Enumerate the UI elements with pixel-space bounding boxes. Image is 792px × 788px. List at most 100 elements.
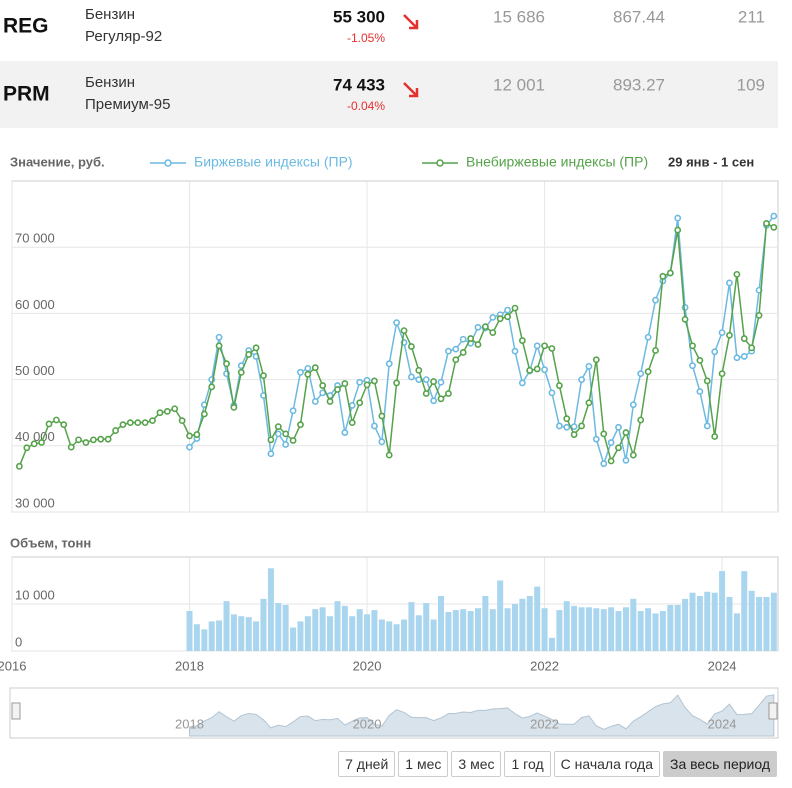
bar [378, 619, 385, 651]
bar [245, 617, 252, 651]
data-point [533, 342, 541, 350]
data-point [297, 368, 304, 376]
stat: 211 [738, 7, 765, 26]
y-tick-label: 30 000 [15, 495, 55, 510]
data-point [533, 365, 541, 373]
data-point [371, 377, 378, 385]
data-point [563, 423, 571, 431]
bar [460, 609, 467, 651]
bar [659, 611, 666, 651]
data-point [282, 430, 290, 438]
data-point [52, 416, 60, 424]
data-point [178, 417, 186, 425]
data-point [718, 370, 726, 378]
chart-title: Объем, тонн [10, 535, 91, 550]
data-point [748, 344, 756, 352]
data-point [215, 333, 223, 341]
range-button[interactable]: 1 год [504, 751, 551, 777]
data-point [740, 335, 748, 342]
data-point [511, 304, 519, 312]
bar [756, 596, 763, 651]
data-point [97, 435, 105, 443]
data-point [459, 349, 467, 356]
ticker: PRM [3, 83, 50, 106]
data-point [437, 378, 445, 386]
data-point [89, 436, 97, 444]
x-tick-label: 2018 [175, 658, 204, 673]
bar [682, 598, 689, 651]
data-point [400, 327, 408, 335]
data-point [703, 422, 711, 430]
bar [467, 611, 474, 651]
bar [504, 608, 511, 651]
bar [541, 608, 548, 651]
data-point [415, 366, 423, 374]
bar [474, 608, 481, 651]
range-button[interactable]: 7 дней [338, 751, 396, 777]
data-point [622, 429, 630, 436]
bar [356, 609, 363, 651]
data-point [141, 419, 149, 427]
bar [312, 609, 319, 651]
data-point [615, 444, 622, 452]
bar [526, 596, 533, 651]
data-point [260, 372, 267, 380]
data-point [319, 382, 327, 389]
data-point [38, 439, 45, 446]
data-point [267, 450, 275, 458]
data-point [607, 457, 615, 465]
data-point [578, 376, 585, 383]
range-button[interactable]: С начала года [553, 751, 660, 777]
data-point [607, 439, 615, 446]
data-point [740, 353, 748, 360]
data-point [393, 319, 400, 327]
data-point [289, 407, 297, 415]
plot-frame [11, 180, 779, 513]
data-point [245, 351, 253, 358]
bar [223, 601, 230, 651]
bar [304, 616, 311, 651]
bar [364, 614, 371, 651]
data-point [282, 441, 290, 448]
range-button[interactable]: 1 мес [398, 751, 449, 777]
series-line [18, 222, 775, 467]
range-button[interactable]: 3 мес [451, 751, 502, 777]
data-point [223, 360, 230, 368]
data-point [674, 226, 682, 234]
bar [622, 607, 629, 651]
navigator-handle [768, 702, 778, 720]
data-point [489, 329, 497, 336]
bar [548, 637, 555, 651]
data-point [585, 399, 593, 407]
data-point [304, 370, 312, 378]
bar [630, 598, 637, 651]
data-point [297, 421, 304, 429]
bar [578, 607, 585, 651]
data-point [437, 395, 445, 403]
bar [711, 592, 718, 651]
stat: 893.27 [613, 75, 665, 94]
data-point [422, 390, 430, 397]
bar [415, 615, 422, 651]
down-arrow [403, 82, 419, 98]
data-point [592, 356, 600, 364]
price: 55 300 [333, 7, 385, 26]
bar [696, 596, 703, 651]
bar [689, 592, 696, 651]
data-point [230, 404, 238, 411]
data-point [45, 420, 53, 428]
legend-label: Внебиржевые индексы (ПР) [466, 154, 648, 170]
bar [253, 621, 260, 651]
data-point [23, 444, 31, 452]
bar [445, 611, 452, 651]
price: 74 433 [333, 75, 385, 94]
bar [497, 580, 504, 651]
range-button[interactable]: За весь период [662, 751, 777, 777]
data-point [82, 439, 90, 446]
data-point [629, 451, 637, 459]
data-point [703, 377, 711, 385]
data-point [371, 422, 378, 430]
data-point [252, 344, 260, 352]
data-point [156, 409, 164, 417]
data-point [770, 223, 778, 231]
